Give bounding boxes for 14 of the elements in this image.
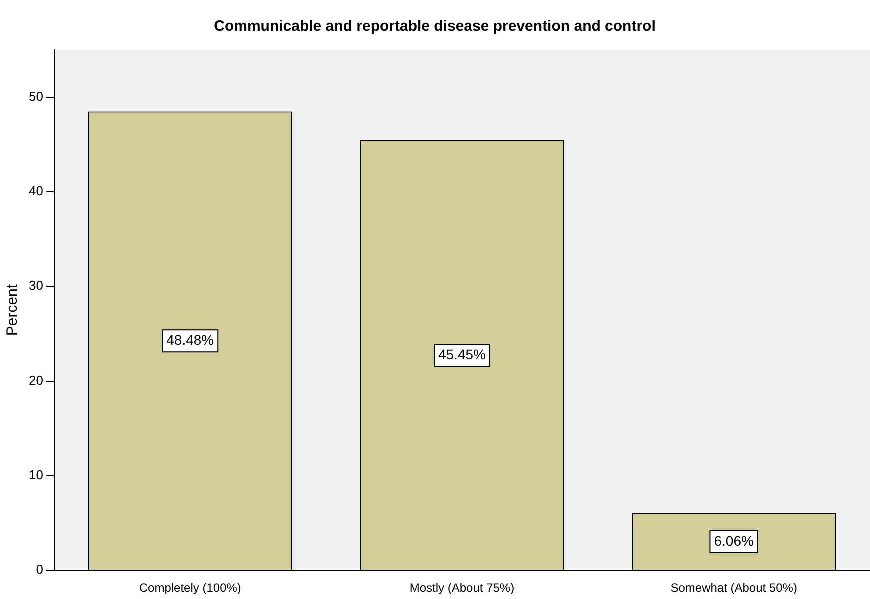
- y-tick-label: 10: [28, 468, 44, 483]
- y-tick-label: 20: [28, 372, 44, 388]
- x-tick-label: Completely (100%): [139, 581, 242, 596]
- y-axis-title: Percent: [4, 284, 22, 336]
- data-label: 45.45%: [438, 346, 486, 362]
- y-tick-label: 0: [36, 562, 44, 578]
- x-tick-label: Somewhat (About 50%): [670, 581, 798, 596]
- y-tick-label: 50: [28, 88, 44, 104]
- x-tick-label: Mostly (About 75%): [410, 581, 515, 596]
- data-label: 48.48%: [166, 332, 214, 348]
- data-label: 6.06%: [714, 532, 754, 549]
- y-tick-label: 40: [28, 184, 44, 199]
- chart-title: Communicable and reportable disease prevention and control: [214, 18, 656, 36]
- y-tick-label: 30: [28, 278, 44, 294]
